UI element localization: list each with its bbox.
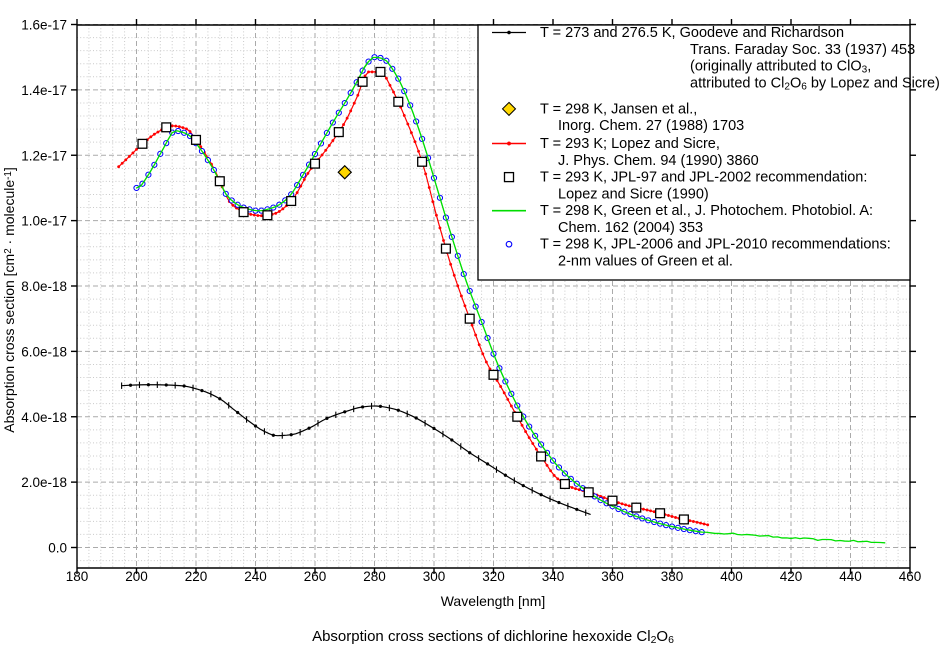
svg-text:320: 320 (482, 569, 505, 584)
svg-text:6.0e-18: 6.0e-18 (21, 344, 67, 359)
svg-text:1.0e-17: 1.0e-17 (21, 214, 67, 229)
svg-text:Lopez and Sicre (1990): Lopez and Sicre (1990) (558, 186, 709, 202)
svg-text:180: 180 (66, 569, 89, 584)
svg-text:T = 273 and 276.5 K, Goodeve a: T = 273 and 276.5 K, Goodeve and Richard… (540, 25, 844, 41)
svg-text:(originally attributed to ClO3: (originally attributed to ClO3, (690, 59, 871, 76)
svg-text:0.0: 0.0 (48, 541, 67, 556)
svg-text:Chem. 162 (2004) 353: Chem. 162 (2004) 353 (558, 220, 703, 236)
svg-text:1.4e-17: 1.4e-17 (21, 83, 67, 98)
svg-text:1.6e-17: 1.6e-17 (21, 18, 67, 33)
svg-text:T = 298 K, Jansen et al.,: T = 298 K, Jansen et al., (540, 101, 697, 117)
svg-text:T = 298 K, Green et al., J. Ph: T = 298 K, Green et al., J. Photochem. P… (540, 203, 873, 219)
svg-text:Absorption cross sections of d: Absorption cross sections of dichlorine … (312, 628, 674, 646)
svg-text:attributed to Cl2O6 by Lopez a: attributed to Cl2O6 by Lopez and Sicre) (690, 75, 940, 92)
svg-text:260: 260 (304, 569, 327, 584)
svg-text:Inorg. Chem. 27 (1988) 1703: Inorg. Chem. 27 (1988) 1703 (558, 118, 744, 134)
svg-text:8.0e-18: 8.0e-18 (21, 279, 67, 294)
svg-text:300: 300 (423, 569, 446, 584)
svg-text:Wavelength [nm]: Wavelength [nm] (441, 593, 546, 609)
svg-text:1.2e-17: 1.2e-17 (21, 148, 67, 163)
svg-text:200: 200 (125, 569, 148, 584)
svg-text:420: 420 (780, 569, 803, 584)
svg-text:Trans. Faraday Soc. 33 (1937): Trans. Faraday Soc. 33 (1937) 453 (690, 42, 915, 58)
svg-text:380: 380 (661, 569, 684, 584)
svg-text:T = 298 K, JPL-2006 and JPL-20: T = 298 K, JPL-2006 and JPL-2010 recomme… (540, 237, 891, 253)
svg-text:280: 280 (363, 569, 386, 584)
svg-text:T = 293 K; Lopez and Sicre,: T = 293 K; Lopez and Sicre, (540, 136, 720, 152)
svg-text:340: 340 (542, 569, 565, 584)
svg-text:400: 400 (720, 569, 743, 584)
svg-text:4.0e-18: 4.0e-18 (21, 410, 67, 425)
svg-text:Absorption cross section [cm2: Absorption cross section [cm2 · molecule… (1, 167, 17, 433)
svg-text:460: 460 (899, 569, 922, 584)
svg-text:2-nm values of Green et al.: 2-nm values of Green et al. (558, 254, 733, 270)
svg-text:J. Phys. Chem. 94 (1990) 3860: J. Phys. Chem. 94 (1990) 3860 (558, 153, 759, 169)
svg-text:360: 360 (601, 569, 624, 584)
svg-text:240: 240 (244, 569, 267, 584)
svg-text:220: 220 (185, 569, 208, 584)
svg-text:440: 440 (839, 569, 862, 584)
svg-text:2.0e-18: 2.0e-18 (21, 475, 67, 490)
svg-text:T = 293 K, JPL-97 and JPL-2002: T = 293 K, JPL-97 and JPL-2002 recommend… (540, 170, 867, 186)
